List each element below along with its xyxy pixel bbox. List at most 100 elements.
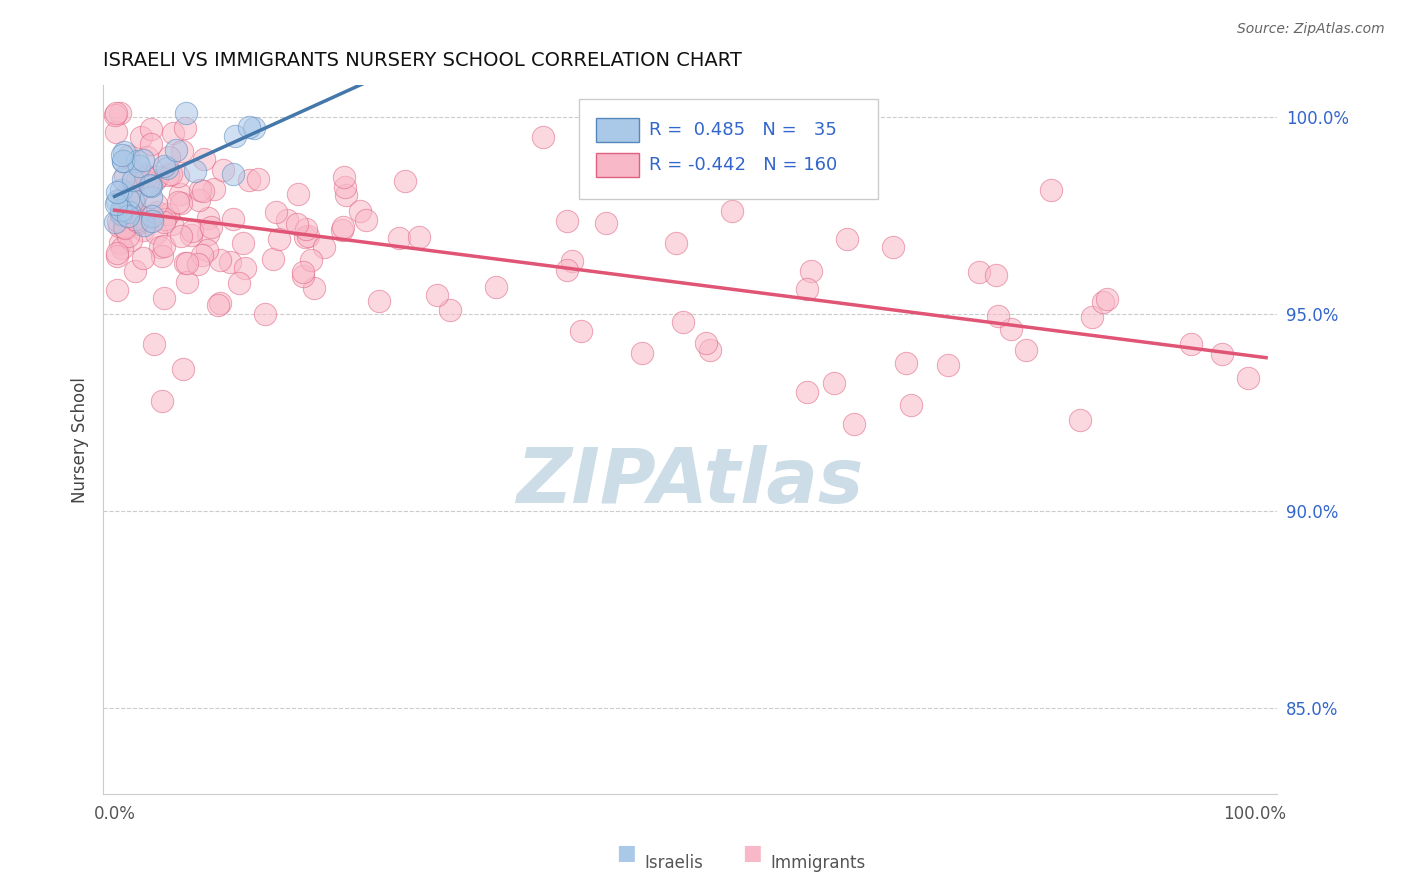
Point bbox=[139, 136, 162, 151]
Point bbox=[842, 417, 865, 431]
Point bbox=[170, 144, 193, 158]
Point bbox=[150, 249, 173, 263]
Point bbox=[162, 127, 184, 141]
Point bbox=[108, 219, 131, 233]
Point bbox=[228, 276, 250, 290]
Point bbox=[128, 159, 150, 173]
Point bbox=[117, 192, 139, 206]
Point bbox=[112, 220, 135, 235]
Point bbox=[104, 105, 127, 120]
Point bbox=[193, 184, 215, 198]
Point bbox=[132, 153, 155, 168]
Point bbox=[292, 269, 315, 284]
Point bbox=[176, 255, 198, 269]
Text: ZIPAtlas: ZIPAtlas bbox=[516, 445, 865, 519]
Text: Israelis: Israelis bbox=[644, 855, 703, 872]
Point bbox=[160, 217, 183, 231]
Point bbox=[984, 268, 1007, 282]
Point bbox=[153, 291, 176, 305]
Point bbox=[127, 173, 149, 187]
Point bbox=[936, 358, 959, 372]
Point bbox=[264, 205, 287, 219]
Point bbox=[333, 170, 356, 185]
Point bbox=[136, 150, 159, 164]
Point bbox=[110, 183, 132, 197]
Point bbox=[208, 296, 231, 310]
Point bbox=[104, 215, 127, 229]
Point bbox=[135, 169, 157, 184]
Point bbox=[212, 163, 235, 178]
Point bbox=[222, 167, 245, 181]
Point bbox=[150, 394, 173, 409]
Point bbox=[111, 191, 134, 205]
Point bbox=[174, 105, 197, 120]
Point bbox=[207, 298, 229, 312]
Point bbox=[105, 284, 128, 298]
Point bbox=[114, 169, 136, 184]
Point bbox=[136, 175, 159, 189]
Point bbox=[569, 324, 592, 338]
Point bbox=[146, 169, 169, 184]
Point bbox=[166, 169, 188, 183]
Point bbox=[193, 152, 215, 166]
FancyBboxPatch shape bbox=[579, 99, 879, 199]
Point bbox=[105, 197, 128, 211]
Point bbox=[208, 253, 231, 268]
Point bbox=[243, 121, 266, 136]
Point bbox=[107, 214, 129, 228]
Point bbox=[835, 232, 858, 246]
Point bbox=[1081, 310, 1104, 324]
Point bbox=[134, 218, 156, 232]
Point bbox=[121, 204, 143, 219]
Point bbox=[287, 186, 309, 201]
Point bbox=[222, 212, 245, 227]
Point bbox=[141, 214, 163, 228]
Point bbox=[426, 287, 449, 301]
Point bbox=[111, 241, 134, 255]
Point bbox=[114, 220, 136, 235]
Point bbox=[197, 227, 219, 241]
Point bbox=[153, 239, 176, 253]
Point bbox=[111, 154, 134, 169]
Point bbox=[104, 108, 127, 122]
Point bbox=[122, 193, 145, 207]
Point bbox=[181, 224, 204, 238]
FancyBboxPatch shape bbox=[596, 118, 638, 142]
Point bbox=[120, 233, 142, 247]
Point bbox=[1095, 292, 1118, 306]
Point bbox=[195, 244, 218, 258]
Point bbox=[314, 240, 336, 254]
Point bbox=[146, 205, 169, 219]
Point bbox=[132, 169, 155, 183]
Point bbox=[721, 204, 744, 219]
Point bbox=[141, 178, 163, 193]
Point bbox=[187, 257, 209, 271]
Point bbox=[157, 150, 180, 164]
Point bbox=[253, 307, 276, 321]
Text: ■: ■ bbox=[616, 844, 636, 863]
Point bbox=[124, 212, 146, 227]
Text: R =  0.485   N =   35: R = 0.485 N = 35 bbox=[650, 120, 837, 139]
Point bbox=[108, 235, 131, 250]
Point bbox=[800, 263, 823, 277]
Point bbox=[125, 217, 148, 231]
Point bbox=[188, 183, 211, 197]
Point bbox=[238, 120, 260, 134]
Text: R = -0.442   N = 160: R = -0.442 N = 160 bbox=[650, 156, 838, 174]
Point bbox=[246, 172, 269, 186]
FancyBboxPatch shape bbox=[596, 153, 638, 178]
Point bbox=[967, 265, 990, 279]
Point bbox=[145, 173, 167, 187]
Point bbox=[143, 337, 166, 351]
Point bbox=[267, 232, 290, 246]
Point bbox=[987, 309, 1010, 323]
Point bbox=[170, 229, 193, 244]
Point bbox=[262, 252, 284, 266]
Point bbox=[127, 214, 149, 228]
Point bbox=[349, 203, 371, 218]
Point bbox=[333, 179, 356, 194]
Point bbox=[136, 215, 159, 229]
Point bbox=[335, 188, 357, 202]
Point bbox=[176, 275, 198, 289]
Point bbox=[129, 129, 152, 144]
